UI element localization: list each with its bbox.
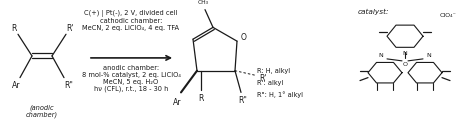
Text: N: N [402, 51, 407, 57]
Text: O: O [241, 33, 247, 42]
Text: R: R [11, 24, 17, 33]
Text: O: O [402, 62, 408, 67]
Text: R: R [198, 94, 204, 103]
Text: R: H, alkyl: R: H, alkyl [257, 68, 290, 74]
Text: R': R' [66, 24, 74, 33]
Text: (anodic: (anodic [30, 105, 55, 111]
Text: chamber): chamber) [26, 112, 58, 118]
Text: C(+) | Pt(-), 2 V, divided cell
cathodic chamber:
MeCN, 2 eq. LiClO₄, 4 eq. TFA: C(+) | Pt(-), 2 V, divided cell cathodic… [82, 10, 180, 31]
Text: N: N [379, 53, 383, 58]
Text: ClO₄⁻: ClO₄⁻ [440, 13, 457, 18]
Text: R": H, 1° alkyl: R": H, 1° alkyl [257, 91, 303, 98]
Text: R": R" [238, 96, 247, 105]
Text: R': alkyl: R': alkyl [257, 80, 283, 86]
Text: anodic chamber:
8 mol-% catalyst, 2 eq. LiClO₄
MeCN, 5 eq. H₂O
hν (CFL), r.t., 1: anodic chamber: 8 mol-% catalyst, 2 eq. … [82, 65, 181, 92]
Text: CH₃: CH₃ [198, 0, 209, 5]
Text: R': R' [259, 74, 267, 83]
Text: N: N [427, 53, 431, 58]
Text: catalyst:: catalyst: [358, 9, 390, 15]
Text: Ar: Ar [12, 81, 20, 90]
Text: R": R" [64, 81, 73, 90]
Text: Ar: Ar [173, 98, 181, 107]
